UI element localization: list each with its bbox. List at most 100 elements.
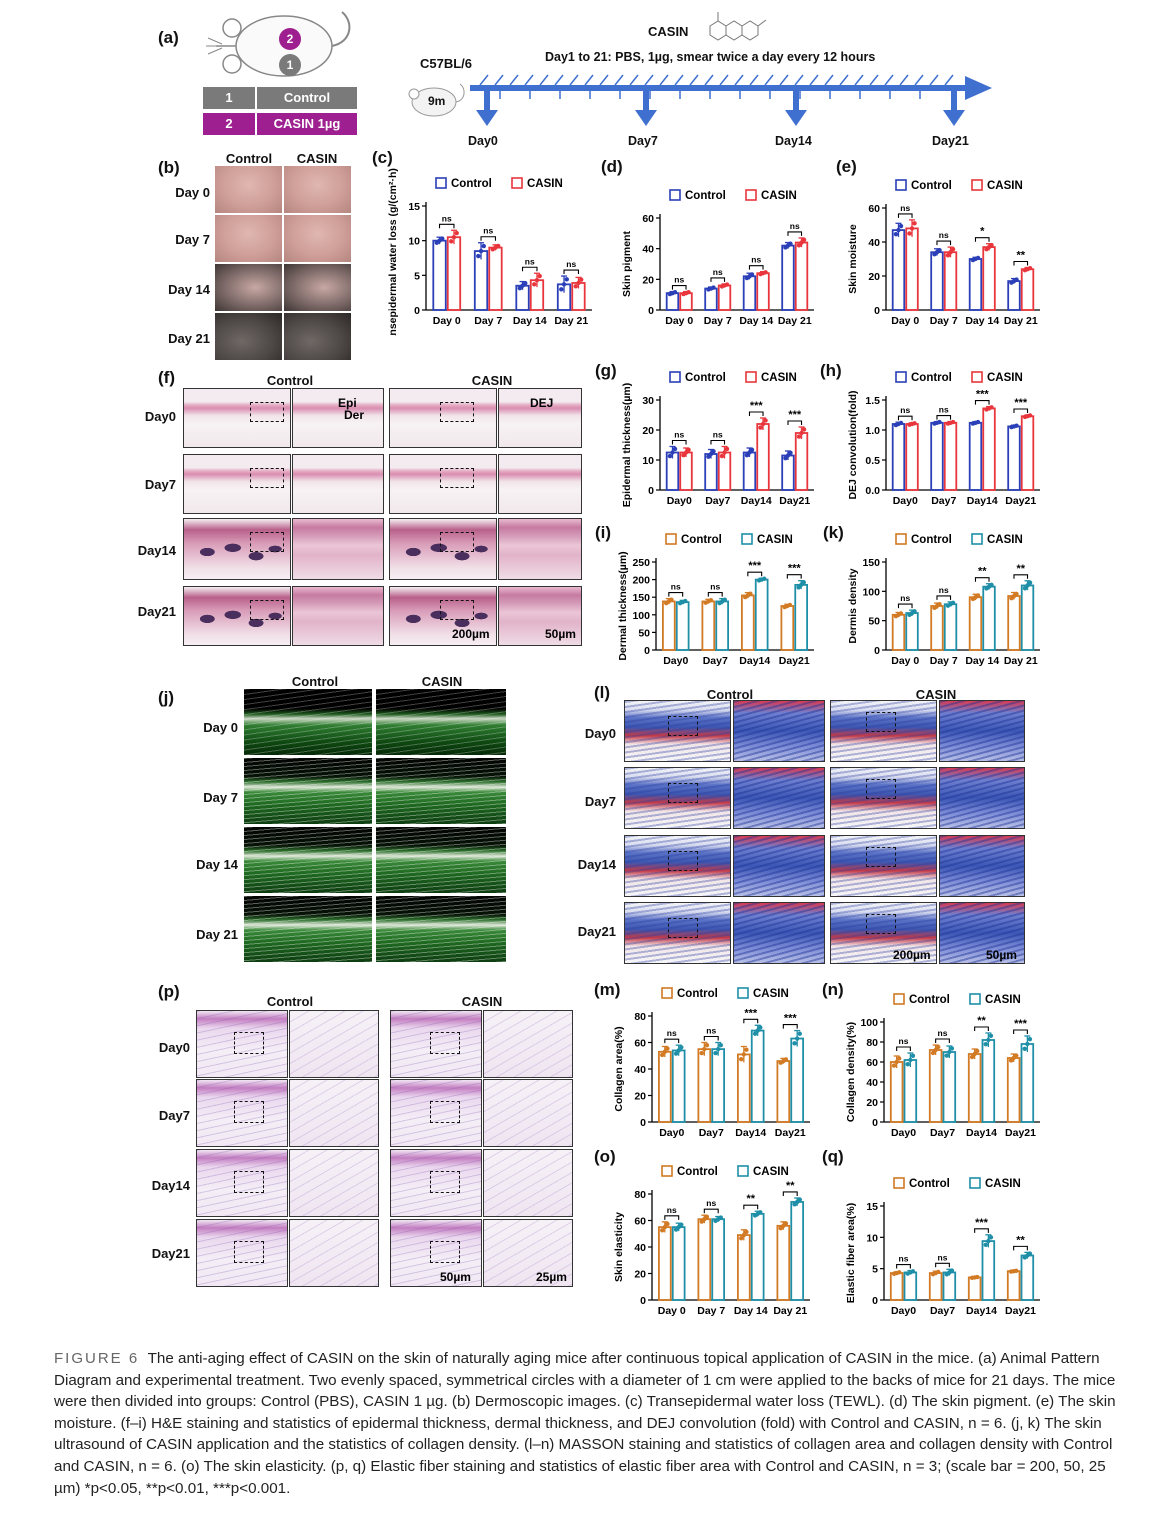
- p-row-day21: Day21: [151, 1246, 190, 1261]
- significance-label: ***: [784, 1013, 798, 1025]
- bar-control-1: [697, 1048, 712, 1123]
- y-tick-label: 0: [872, 1295, 878, 1307]
- b-row-day0: Day 0: [175, 185, 210, 200]
- chart-tewl: Control CASIN 0 5 10 15 Transepidermal water l…: [387, 168, 592, 336]
- legend: Control CASIN: [893, 1177, 1021, 1190]
- bar-casin-2: [756, 272, 770, 311]
- data-point: [534, 277, 540, 283]
- bar-control-1: [928, 1272, 943, 1301]
- l-col-control: Control: [706, 687, 754, 702]
- legend-label-0: Control: [677, 1166, 718, 1178]
- data-point: [893, 231, 899, 237]
- data-point: [683, 598, 688, 604]
- chart-elastic-fiber-area: Control CASIN 0 5 10 15 Elastic fiber area(%) D…: [845, 1177, 1040, 1317]
- masson-control-roi-day21: [668, 918, 698, 938]
- legend-label-0: Control: [685, 190, 726, 202]
- y-tick-label: 50: [868, 616, 880, 628]
- legend-label-1: CASIN: [985, 1178, 1021, 1190]
- y-tick-label: 1.0: [865, 425, 880, 437]
- bar-control-3: [1006, 1057, 1021, 1123]
- he-dej-label: DEJ: [530, 396, 554, 410]
- bar-control-0: [662, 600, 676, 651]
- ultrasound-control-day21: [244, 896, 372, 962]
- x-tick-label: Day 0: [433, 315, 461, 327]
- y-tick-label: 0: [640, 1295, 646, 1307]
- y-tick-label: 0: [644, 645, 650, 657]
- he-scale-bar-200: 200µm: [452, 627, 490, 641]
- significance-bracket: [521, 266, 538, 272]
- x-tick-label: Day 14: [513, 315, 547, 327]
- significance-label: ns: [667, 1205, 677, 1215]
- data-point: [758, 1210, 763, 1215]
- caption-text: The anti-aging effect of CASIN on the sk…: [54, 1350, 1116, 1497]
- x-tick-label: Day14: [735, 1127, 766, 1139]
- significance-label: ns: [939, 230, 949, 240]
- dermoscopy-casin-day7: [284, 215, 351, 262]
- significance-label: ***: [976, 389, 990, 401]
- p-row-day14: Day14: [151, 1178, 190, 1193]
- elastic-scale-bar-50: 50µm: [440, 1270, 471, 1284]
- significance-bracket: [743, 1018, 759, 1024]
- y-tick-label: 100: [860, 1017, 878, 1029]
- data-point: [907, 231, 912, 236]
- masson-control-roi-day14: [668, 851, 698, 871]
- significance-bracket: [1013, 1245, 1028, 1251]
- y-tick-label: 250: [632, 557, 650, 569]
- p-row-day7: Day7: [158, 1108, 190, 1123]
- bar-casin-3: [1020, 415, 1035, 491]
- data-point: [797, 1197, 802, 1202]
- significance-label: ns: [667, 1028, 677, 1038]
- legend-label-1: CASIN: [987, 534, 1023, 546]
- significance-label: **: [1016, 1234, 1025, 1246]
- data-point: [758, 425, 763, 430]
- bar-casin-2: [982, 246, 996, 311]
- bar-control-3: [781, 244, 795, 311]
- f-row-day21: Day21: [137, 604, 176, 619]
- masson-casin-zoom-day14: [939, 835, 1025, 897]
- bar-casin-1: [711, 1218, 726, 1301]
- legend-label-1: CASIN: [761, 372, 797, 384]
- x-tick-label: Day21: [1005, 495, 1036, 507]
- bar-casin-0: [905, 612, 919, 651]
- bar-casin-0: [675, 601, 690, 651]
- figure-caption: FIGURE 6 The anti-aging effect of CASIN …: [54, 1348, 1124, 1499]
- data-point: [989, 582, 994, 588]
- significance-label: ns: [525, 256, 535, 266]
- bar-control-3: [1007, 425, 1021, 491]
- elastic-control-overview-day0: [196, 1010, 288, 1078]
- figure-number: FIGURE 6: [54, 1350, 140, 1367]
- molecule-icon: [700, 6, 770, 50]
- legend: Control CASIN: [893, 993, 1021, 1006]
- significance-bracket: [896, 1046, 911, 1051]
- significance-bracket: [1013, 260, 1029, 266]
- data-point: [986, 1037, 991, 1043]
- significance-bracket: [664, 1215, 680, 1220]
- timeline-day21: Day21: [932, 134, 969, 148]
- j-row-day21: Day 21: [196, 927, 238, 942]
- data-point: [898, 223, 904, 229]
- legend-swatch-1: [745, 371, 757, 383]
- masson-control-overview-day0: [624, 700, 731, 762]
- significance-bracket: [974, 577, 990, 582]
- significance-label: ns: [900, 593, 910, 603]
- b-row-day14: Day 14: [168, 282, 210, 297]
- he-casin-roi-day21: [440, 600, 474, 620]
- x-tick-label: Day0: [663, 655, 688, 667]
- significance-bracket: [668, 592, 684, 597]
- data-point: [1014, 1268, 1019, 1273]
- y-tick-label: 80: [634, 1189, 646, 1201]
- elastic-control-roi-day14: [234, 1171, 264, 1193]
- legend-swatch-0: [435, 177, 447, 189]
- he-control-overview-day0: [183, 388, 291, 448]
- bar-control-2: [740, 594, 755, 651]
- timeline-day0: Day0: [468, 134, 498, 148]
- panel-label-b: (b): [158, 158, 180, 177]
- data-point: [989, 242, 994, 248]
- data-point: [912, 609, 917, 614]
- elastic-casin-overview-day7: [390, 1079, 482, 1147]
- data-point: [796, 434, 802, 439]
- y-tick-label: 0: [648, 485, 654, 497]
- significance-bracket: [935, 1038, 950, 1043]
- data-point: [1022, 1046, 1027, 1051]
- data-point: [719, 453, 725, 459]
